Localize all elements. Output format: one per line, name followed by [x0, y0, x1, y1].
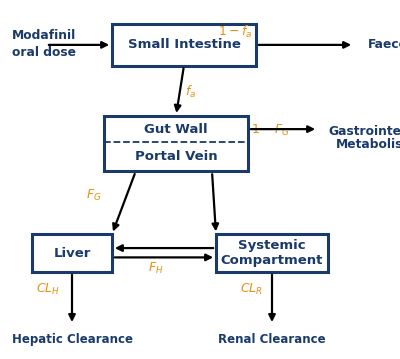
Text: Modafinil: Modafinil — [12, 29, 76, 42]
Text: Renal Clearance: Renal Clearance — [218, 333, 326, 346]
Text: Gut Wall: Gut Wall — [144, 123, 208, 136]
Text: Liver: Liver — [53, 247, 91, 260]
Text: $\mathit{F_H}$: $\mathit{F_H}$ — [148, 261, 164, 276]
Text: Gastrointestinal: Gastrointestinal — [328, 125, 400, 137]
Text: Small Intestine: Small Intestine — [128, 38, 240, 51]
FancyBboxPatch shape — [112, 24, 256, 65]
Text: $\mathit{CL_H}$: $\mathit{CL_H}$ — [36, 281, 60, 297]
Text: Systemic: Systemic — [238, 239, 306, 252]
Text: $\mathit{1 - f_a}$: $\mathit{1 - f_a}$ — [218, 24, 252, 39]
Text: oral dose: oral dose — [12, 46, 76, 59]
FancyBboxPatch shape — [104, 116, 248, 172]
FancyBboxPatch shape — [32, 234, 112, 272]
Text: Compartment: Compartment — [221, 254, 323, 267]
Text: Portal Vein: Portal Vein — [135, 150, 217, 163]
Text: $\mathit{f_a}$: $\mathit{f_a}$ — [185, 84, 196, 99]
Text: Metabolism: Metabolism — [336, 138, 400, 151]
Text: $\mathit{F_G}$: $\mathit{F_G}$ — [86, 188, 102, 203]
FancyBboxPatch shape — [216, 234, 328, 272]
Text: Hepatic Clearance: Hepatic Clearance — [12, 333, 132, 346]
Text: $\mathit{CL_R}$: $\mathit{CL_R}$ — [240, 281, 263, 297]
Text: Faeces: Faeces — [368, 38, 400, 51]
Text: $\mathit{1 - F_G}$: $\mathit{1 - F_G}$ — [251, 123, 290, 138]
